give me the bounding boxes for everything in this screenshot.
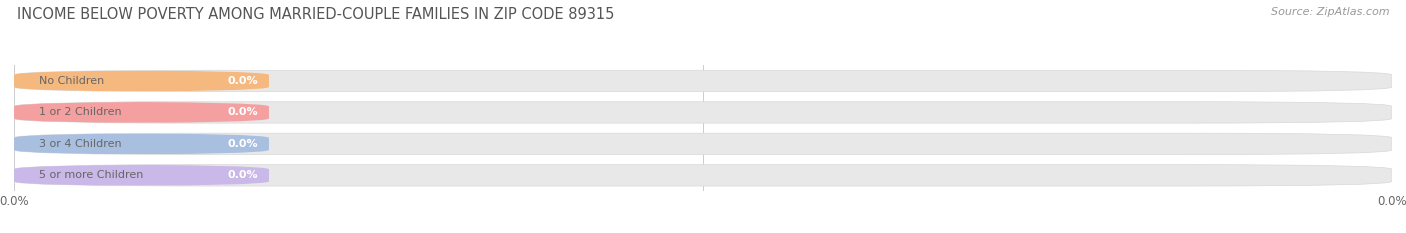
Text: 1 or 2 Children: 1 or 2 Children bbox=[39, 107, 121, 117]
FancyBboxPatch shape bbox=[14, 165, 269, 186]
Text: 0.0%: 0.0% bbox=[228, 107, 257, 117]
Text: 0.0%: 0.0% bbox=[228, 76, 257, 86]
Text: No Children: No Children bbox=[39, 76, 104, 86]
FancyBboxPatch shape bbox=[14, 70, 269, 92]
FancyBboxPatch shape bbox=[14, 133, 1392, 154]
FancyBboxPatch shape bbox=[14, 165, 1392, 186]
Text: Source: ZipAtlas.com: Source: ZipAtlas.com bbox=[1271, 7, 1389, 17]
Text: 5 or more Children: 5 or more Children bbox=[39, 170, 143, 180]
Text: 0.0%: 0.0% bbox=[228, 139, 257, 149]
FancyBboxPatch shape bbox=[14, 133, 269, 154]
Text: 0.0%: 0.0% bbox=[228, 170, 257, 180]
Text: 3 or 4 Children: 3 or 4 Children bbox=[39, 139, 121, 149]
FancyBboxPatch shape bbox=[14, 102, 269, 123]
FancyBboxPatch shape bbox=[14, 70, 1392, 92]
Text: INCOME BELOW POVERTY AMONG MARRIED-COUPLE FAMILIES IN ZIP CODE 89315: INCOME BELOW POVERTY AMONG MARRIED-COUPL… bbox=[17, 7, 614, 22]
FancyBboxPatch shape bbox=[14, 102, 1392, 123]
